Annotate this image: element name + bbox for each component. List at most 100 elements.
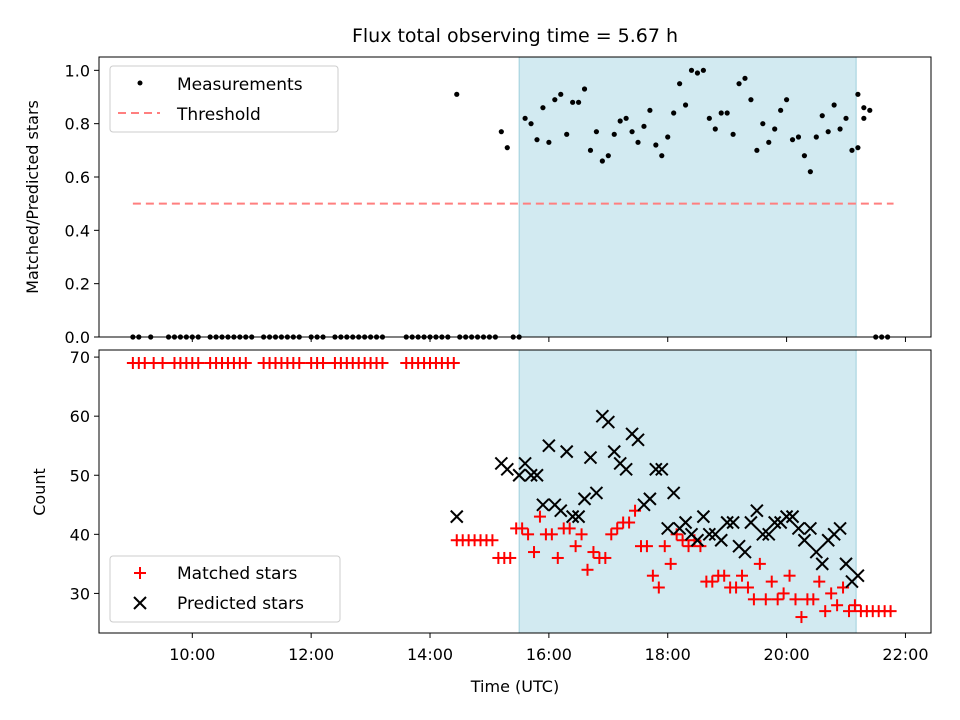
- measurement-point: [742, 75, 748, 81]
- x-tick-label: 12:00: [288, 645, 334, 664]
- predicted-star-point: [726, 515, 740, 530]
- measurement-point: [825, 129, 831, 135]
- measurement-point: [522, 115, 528, 121]
- measurement-point: [849, 147, 855, 153]
- measurement-point: [837, 126, 843, 132]
- bottom-x-ticks: 10:00 12:00 14:00 16:00 18:00 20:00 22:00: [169, 633, 929, 664]
- predicted-star-point: [702, 527, 717, 542]
- y-tick-label: 0.4: [65, 221, 90, 240]
- matched-star-point: [831, 599, 844, 612]
- measurement-point: [587, 147, 594, 153]
- matched-star-point: [652, 581, 665, 594]
- matched-star-point: [504, 551, 517, 564]
- matched-star-point: [664, 557, 677, 570]
- matched-star-point: [516, 522, 529, 535]
- predicted-star-point: [738, 545, 752, 559]
- measurement-point: [575, 99, 582, 105]
- measurement-point: [659, 153, 665, 159]
- measurement-point: [813, 134, 819, 140]
- predicted-star-point: [565, 509, 580, 524]
- top-panel-frame: [98, 56, 932, 338]
- matched-star-point: [317, 356, 330, 369]
- measurement-point: [564, 131, 570, 137]
- matched-star-point: [730, 581, 743, 594]
- predicted-star-point: [678, 515, 693, 530]
- legend-marker-measurements: [137, 80, 143, 86]
- predicted-star-point: [512, 468, 526, 482]
- measurement-point: [795, 134, 802, 140]
- measurement-point: [861, 105, 867, 111]
- measurement-point: [867, 107, 873, 113]
- matched-star-point: [587, 546, 600, 559]
- y-tick-label: 0.0: [65, 328, 90, 347]
- matched-star-point: [528, 546, 541, 559]
- predicted-star-point: [655, 462, 669, 477]
- measurement-point: [789, 137, 796, 143]
- measurement-point: [783, 97, 790, 103]
- measurement-point: [712, 126, 718, 132]
- x-tick-label: 22:00: [882, 645, 928, 664]
- measurement-point: [558, 91, 564, 97]
- predicted-star-point: [450, 509, 464, 524]
- measurement-point: [843, 115, 849, 121]
- legend-label-matched: Matched stars: [177, 564, 297, 584]
- measurement-point: [831, 102, 837, 108]
- measurement-point: [807, 169, 813, 175]
- predicted-star-points: [450, 409, 865, 589]
- bottom-panel: 30 40 50 60 70 10:00 12:00 14:00 16:00 18:00 20:0…: [30, 348, 932, 696]
- matched-star-point: [522, 528, 535, 541]
- legend-label-measurements: Measurements: [177, 75, 303, 95]
- matched-star-point: [807, 593, 820, 606]
- y-tick-label: 1.0: [65, 61, 90, 80]
- predicted-star-point: [809, 545, 824, 559]
- matched-star-point: [759, 593, 772, 606]
- matched-star-point: [884, 605, 897, 618]
- bottom-y-ticks: 30 40 50 60 70: [70, 348, 99, 603]
- x-tick-label: 10:00: [169, 645, 215, 664]
- matched-star-point: [239, 356, 252, 369]
- predicted-star-point: [583, 450, 598, 465]
- predicted-star-point: [785, 509, 800, 524]
- matched-star-points: [126, 356, 897, 624]
- predicted-star-point: [619, 462, 633, 477]
- matched-star-point: [783, 569, 796, 582]
- x-axis-label: Time (UTC): [470, 677, 559, 696]
- measurement-point: [528, 121, 534, 127]
- y-tick-label: 60: [70, 407, 90, 426]
- predicted-star-point: [589, 486, 604, 500]
- matched-star-point: [658, 540, 671, 553]
- predicted-star-point: [756, 527, 770, 542]
- measurement-point: [819, 113, 825, 119]
- y-tick-label: 0.8: [65, 115, 90, 134]
- predicted-star-point: [767, 515, 782, 530]
- measurement-point: [617, 118, 623, 124]
- measurement-point: [760, 121, 766, 127]
- y-tick-label: 30: [70, 584, 90, 603]
- top-y-ticks: 0.0 0.2 0.4 0.6 0.8 1.0: [65, 61, 99, 347]
- y-tick-label: 50: [70, 466, 90, 485]
- predicted-star-point: [524, 468, 538, 482]
- measurement-point: [772, 126, 778, 132]
- measurement-point: [570, 99, 576, 105]
- measurement-point: [700, 67, 706, 73]
- matched-star-point: [569, 540, 582, 553]
- measurement-point: [552, 97, 558, 103]
- measurement-point: [677, 81, 683, 87]
- matched-star-point: [486, 534, 499, 547]
- predicted-star-point: [690, 533, 705, 547]
- predicted-star-point: [720, 515, 734, 530]
- measurement-point: [671, 110, 677, 116]
- measurement-point: [754, 147, 760, 153]
- matched-star-point: [765, 575, 778, 588]
- measurement-point: [653, 142, 659, 148]
- predicted-star-point: [643, 492, 657, 506]
- measurement-point: [647, 107, 653, 113]
- matched-star-point: [813, 575, 826, 588]
- measurement-point: [706, 115, 712, 121]
- observing-window-shade-top: [518, 56, 857, 338]
- measurement-point: [861, 115, 867, 121]
- measurement-point: [778, 107, 784, 113]
- measurement-points: [130, 67, 891, 340]
- x-tick-label: 14:00: [407, 645, 453, 664]
- measurement-point: [855, 145, 861, 151]
